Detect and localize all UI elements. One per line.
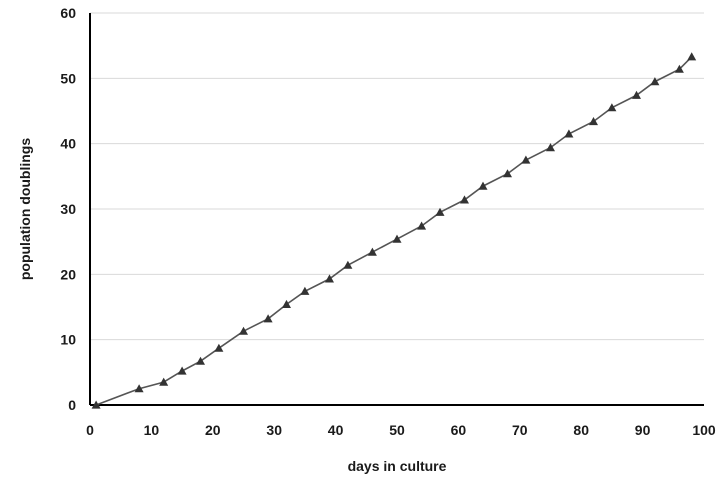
data-point-5 bbox=[214, 343, 224, 352]
data-point-2 bbox=[159, 377, 169, 386]
data-point-0 bbox=[91, 400, 101, 409]
data-point-13 bbox=[392, 234, 402, 243]
data-point-21 bbox=[564, 129, 574, 138]
x-axis-title: days in culture bbox=[348, 458, 447, 474]
data-point-16 bbox=[460, 195, 469, 204]
x-tick-label-8: 80 bbox=[573, 422, 589, 438]
data-point-17 bbox=[478, 181, 488, 190]
x-tick-label-5: 50 bbox=[389, 422, 405, 438]
data-point-24 bbox=[632, 90, 641, 99]
data-series bbox=[95, 56, 693, 406]
series-line bbox=[95, 56, 693, 406]
x-tick-label-2: 20 bbox=[205, 422, 221, 438]
data-point-12 bbox=[367, 247, 377, 256]
data-point-27 bbox=[687, 52, 697, 61]
data-point-10 bbox=[325, 274, 334, 283]
y-tick-label-2: 20 bbox=[60, 266, 76, 282]
data-point-25 bbox=[650, 77, 660, 86]
data-point-6 bbox=[239, 326, 248, 335]
x-tick-label-9: 90 bbox=[635, 422, 651, 438]
y-tick-label-6: 60 bbox=[60, 5, 76, 21]
axes bbox=[89, 13, 704, 406]
gridlines bbox=[90, 12, 704, 341]
data-point-11 bbox=[343, 260, 353, 269]
data-point-1 bbox=[134, 384, 144, 393]
x-tick-label-1: 10 bbox=[144, 422, 160, 438]
x-tick-label-6: 60 bbox=[451, 422, 467, 438]
y-tick-labels: 0 10 20 30 40 50 60 bbox=[60, 5, 76, 413]
y-tick-label-0: 0 bbox=[68, 397, 76, 413]
data-markers bbox=[91, 52, 697, 409]
y-tick-label-3: 30 bbox=[60, 201, 76, 217]
y-tick-label-4: 40 bbox=[60, 136, 76, 152]
data-point-4 bbox=[196, 356, 205, 365]
data-point-14 bbox=[417, 221, 427, 230]
data-point-18 bbox=[503, 169, 512, 178]
data-point-9 bbox=[300, 286, 310, 295]
x-tick-label-10: 100 bbox=[692, 422, 716, 438]
y-tick-label-1: 10 bbox=[60, 332, 76, 348]
x-tick-label-4: 40 bbox=[328, 422, 344, 438]
data-point-19 bbox=[521, 155, 531, 164]
data-point-8 bbox=[282, 299, 291, 308]
y-tick-label-5: 50 bbox=[60, 70, 76, 86]
x-tick-label-3: 30 bbox=[266, 422, 282, 438]
x-tick-labels: 0 10 20 30 40 50 60 70 80 90 100 bbox=[86, 422, 716, 438]
y-axis-title: population doublings bbox=[17, 138, 33, 281]
x-tick-label-0: 0 bbox=[86, 422, 94, 438]
data-point-20 bbox=[546, 143, 555, 152]
x-tick-label-7: 70 bbox=[512, 422, 528, 438]
data-point-15 bbox=[435, 207, 445, 216]
data-point-7 bbox=[263, 314, 273, 323]
data-point-3 bbox=[177, 366, 187, 375]
data-point-23 bbox=[607, 103, 617, 112]
data-point-26 bbox=[674, 64, 684, 73]
data-point-22 bbox=[589, 117, 598, 126]
